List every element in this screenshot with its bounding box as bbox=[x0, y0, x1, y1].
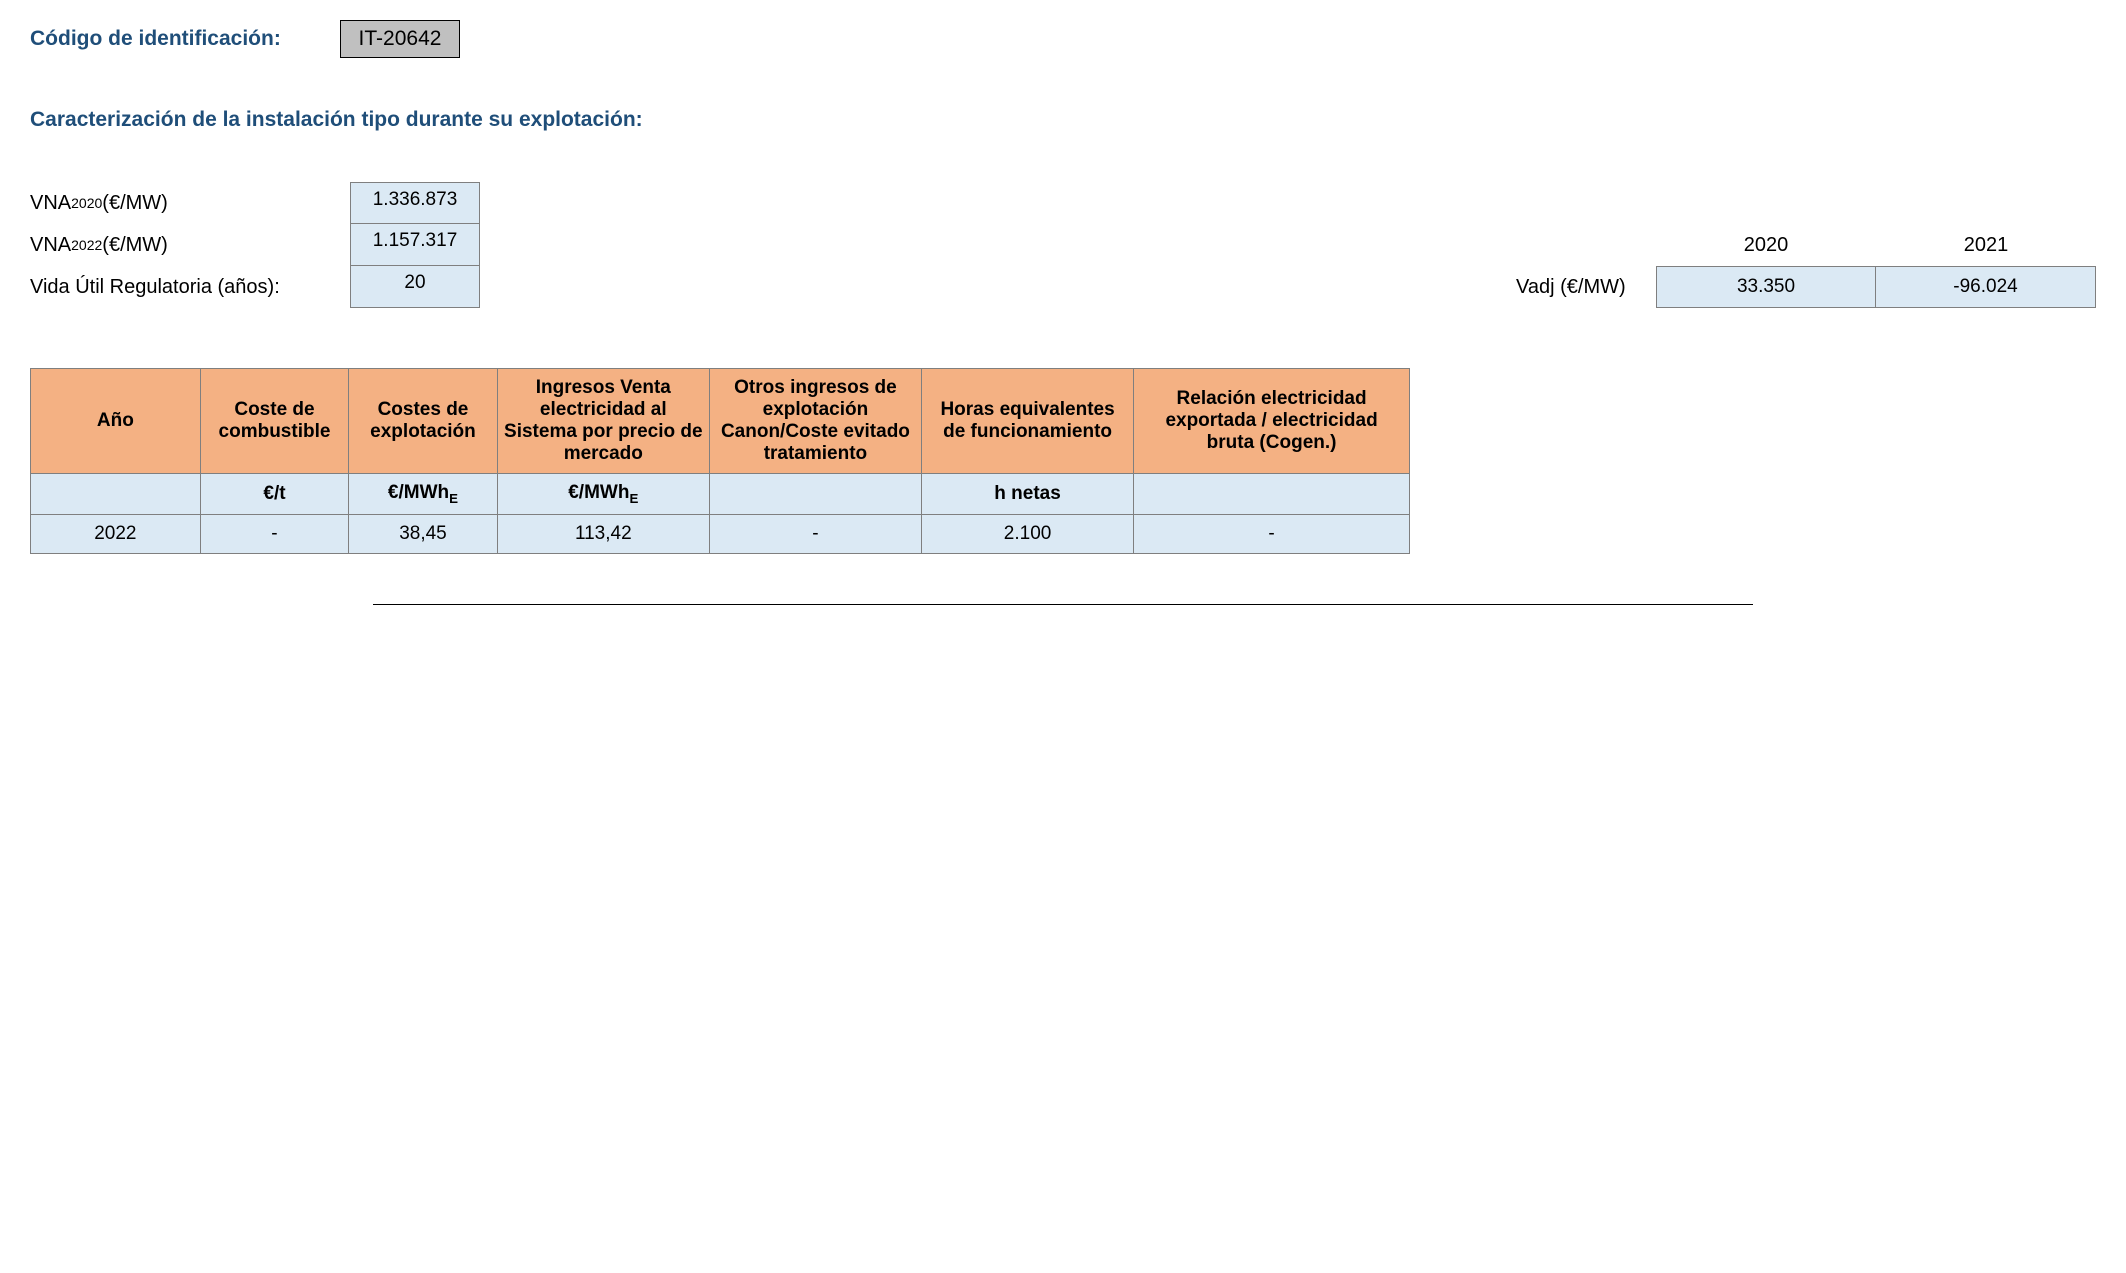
divider bbox=[373, 604, 1753, 605]
cell-relacion: - bbox=[1134, 514, 1410, 553]
vadj-years-row: 2020 2021 bbox=[1516, 224, 2096, 266]
vna2020-label: VNA2020 (€/MW) bbox=[30, 182, 350, 224]
unit-0 bbox=[31, 474, 201, 515]
vna2020-sub: 2020 bbox=[71, 195, 102, 211]
unit-5: h netas bbox=[922, 474, 1134, 515]
th-ano: Año bbox=[31, 369, 201, 474]
vida-row: Vida Útil Regulatoria (años): 20 bbox=[30, 266, 480, 308]
vna2020-pre: VNA bbox=[30, 192, 71, 215]
vadj-block: 2020 2021 Vadj (€/MW) 33.350 -96.024 bbox=[1516, 224, 2096, 348]
unit-6 bbox=[1134, 474, 1410, 515]
cell-ano: 2022 bbox=[31, 514, 201, 553]
metrics-block: VNA2020 (€/MW) 1.336.873 VNA2022 (€/MW) … bbox=[30, 182, 480, 308]
cell-otros: - bbox=[709, 514, 921, 553]
code-value-box: IT-20642 bbox=[340, 20, 460, 58]
vna2022-sub: 2022 bbox=[71, 237, 102, 253]
table-units-row: €/t €/MWhE €/MWhE h netas bbox=[31, 474, 1410, 515]
vadj-label: Vadj (€/MW) bbox=[1516, 266, 1656, 308]
section-title: Caracterización de la instalación tipo d… bbox=[30, 108, 2096, 132]
unit-4 bbox=[709, 474, 921, 515]
cell-combustible: - bbox=[200, 514, 349, 553]
code-row: Código de identificación: IT-20642 bbox=[30, 20, 2096, 58]
th-explotacion: Costes de explotación bbox=[349, 369, 498, 474]
main-table: Año Coste de combustible Costes de explo… bbox=[30, 368, 1410, 554]
th-combustible: Coste de combustible bbox=[200, 369, 349, 474]
vadj-year-0: 2020 bbox=[1656, 224, 1876, 266]
vna2022-row: VNA2022 (€/MW) 1.157.317 bbox=[30, 224, 480, 266]
vadj-value-1: -96.024 bbox=[1876, 266, 2096, 308]
vadj-value-0: 33.350 bbox=[1656, 266, 1876, 308]
th-otros: Otros ingresos de explotación Canon/Cost… bbox=[709, 369, 921, 474]
vadj-values-row: Vadj (€/MW) 33.350 -96.024 bbox=[1516, 266, 2096, 308]
th-ingresos: Ingresos Venta electricidad al Sistema p… bbox=[497, 369, 709, 474]
table-data-row: 2022 - 38,45 113,42 - 2.100 - bbox=[31, 514, 1410, 553]
vna2022-label: VNA2022 (€/MW) bbox=[30, 224, 350, 266]
vida-label: Vida Útil Regulatoria (años): bbox=[30, 266, 350, 308]
vadj-year-1: 2021 bbox=[1876, 224, 2096, 266]
unit-1: €/t bbox=[200, 474, 349, 515]
table-header-row: Año Coste de combustible Costes de explo… bbox=[31, 369, 1410, 474]
vna2022-pre: VNA bbox=[30, 234, 71, 257]
vna2020-row: VNA2020 (€/MW) 1.336.873 bbox=[30, 182, 480, 224]
unit-3: €/MWhE bbox=[497, 474, 709, 515]
vna2022-value: 1.157.317 bbox=[350, 224, 480, 266]
cell-horas: 2.100 bbox=[922, 514, 1134, 553]
th-relacion: Relación electricidad exportada / electr… bbox=[1134, 369, 1410, 474]
vna2022-unit: (€/MW) bbox=[102, 234, 168, 257]
vida-value: 20 bbox=[350, 266, 480, 308]
unit-2: €/MWhE bbox=[349, 474, 498, 515]
cell-explotacion: 38,45 bbox=[349, 514, 498, 553]
th-horas: Horas equivalentes de funcionamiento bbox=[922, 369, 1134, 474]
code-label: Código de identificación: bbox=[30, 27, 340, 51]
vna2020-unit: (€/MW) bbox=[102, 192, 168, 215]
vna2020-value: 1.336.873 bbox=[350, 182, 480, 224]
cell-ingresos: 113,42 bbox=[497, 514, 709, 553]
